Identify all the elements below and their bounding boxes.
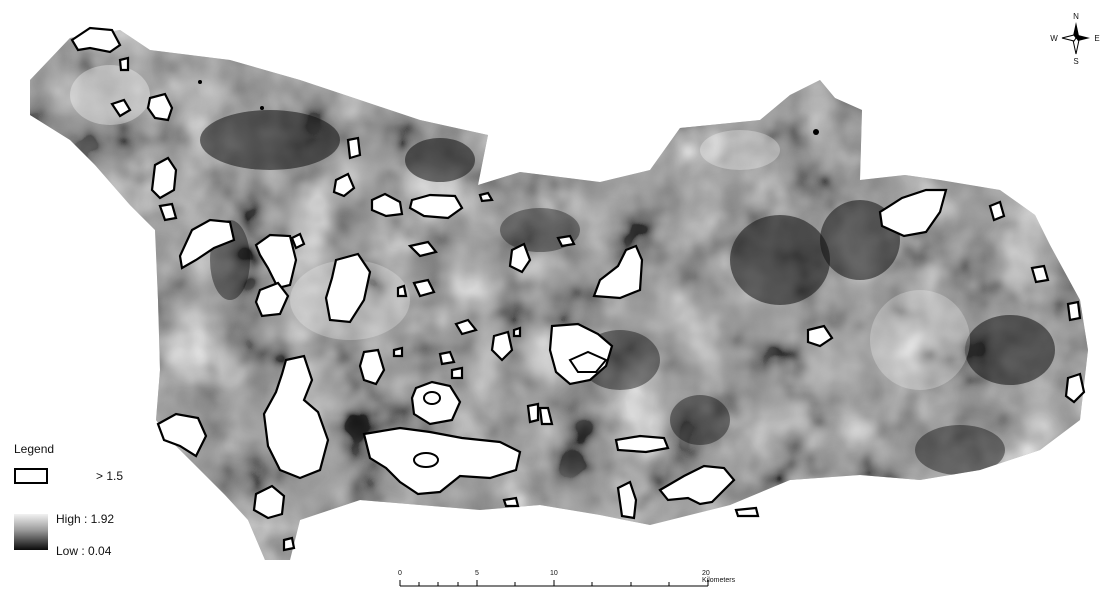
zone bbox=[346, 136, 362, 160]
speck bbox=[198, 80, 202, 84]
zone bbox=[454, 318, 478, 336]
zone bbox=[508, 242, 532, 274]
legend: Legend > 1.5 High : 1.92 Low : 0.04 bbox=[10, 438, 170, 568]
zone bbox=[146, 92, 174, 122]
zone bbox=[1064, 372, 1086, 404]
zone bbox=[616, 480, 638, 520]
zone bbox=[254, 281, 290, 318]
zone bbox=[490, 330, 514, 362]
compass-e: E bbox=[1094, 34, 1099, 43]
compass-w: W bbox=[1050, 34, 1058, 43]
scale-label-0: 0 bbox=[398, 570, 402, 577]
compass-n: N bbox=[1073, 12, 1079, 21]
threshold-swatch bbox=[14, 468, 48, 484]
ramp-low-label: Low : 0.04 bbox=[56, 544, 112, 558]
zone bbox=[526, 402, 540, 424]
zone bbox=[878, 188, 948, 238]
zone bbox=[118, 56, 130, 72]
scale-label-10: 10 bbox=[550, 570, 558, 577]
zone bbox=[450, 366, 464, 380]
compass-s: S bbox=[1073, 57, 1078, 66]
zone bbox=[358, 348, 386, 386]
inner-rings bbox=[413, 350, 608, 468]
zone bbox=[392, 346, 404, 358]
zone bbox=[290, 232, 306, 250]
zone bbox=[806, 324, 834, 348]
zone bbox=[734, 506, 760, 518]
legend-title: Legend bbox=[14, 442, 55, 456]
zone bbox=[502, 496, 520, 508]
speck bbox=[260, 106, 264, 110]
threshold-zones bbox=[70, 26, 1086, 552]
zone bbox=[110, 98, 132, 118]
zone bbox=[324, 252, 372, 324]
zone bbox=[512, 326, 522, 338]
zone bbox=[614, 434, 670, 454]
zone bbox=[150, 156, 178, 200]
zone bbox=[1030, 264, 1050, 284]
scale-bar: 0 5 10 20 Kilometers bbox=[396, 570, 735, 590]
zone bbox=[70, 26, 122, 54]
zone bbox=[438, 350, 456, 366]
zone bbox=[556, 234, 576, 248]
compass-rose-icon: N S W E bbox=[1050, 12, 1099, 66]
zone bbox=[282, 536, 296, 552]
scale-bar-ticks bbox=[399, 580, 709, 587]
scale-label-20: 20 Kilometers bbox=[702, 570, 736, 584]
north-arrow: N S W E bbox=[1044, 10, 1100, 66]
zone bbox=[158, 202, 178, 222]
zone bbox=[254, 233, 298, 290]
zone bbox=[408, 193, 464, 220]
zone bbox=[396, 284, 408, 298]
zone bbox=[658, 464, 736, 506]
zone bbox=[362, 426, 522, 496]
zone bbox=[370, 192, 404, 218]
zone bbox=[262, 354, 330, 480]
zone bbox=[478, 191, 494, 203]
zone bbox=[988, 200, 1006, 222]
zone bbox=[252, 484, 286, 520]
scale-label-5: 5 bbox=[475, 570, 479, 577]
threshold-label: > 1.5 bbox=[96, 469, 124, 483]
zone bbox=[592, 244, 644, 300]
color-ramp bbox=[14, 514, 48, 550]
zone bbox=[538, 406, 554, 426]
speck bbox=[813, 129, 819, 135]
zone bbox=[407, 240, 438, 258]
zone bbox=[412, 278, 436, 298]
zone bbox=[332, 172, 356, 198]
zone bbox=[178, 218, 236, 270]
zone bbox=[156, 412, 208, 458]
zone bbox=[548, 322, 614, 386]
ramp-high-label: High : 1.92 bbox=[56, 512, 115, 526]
zone bbox=[1066, 300, 1082, 322]
